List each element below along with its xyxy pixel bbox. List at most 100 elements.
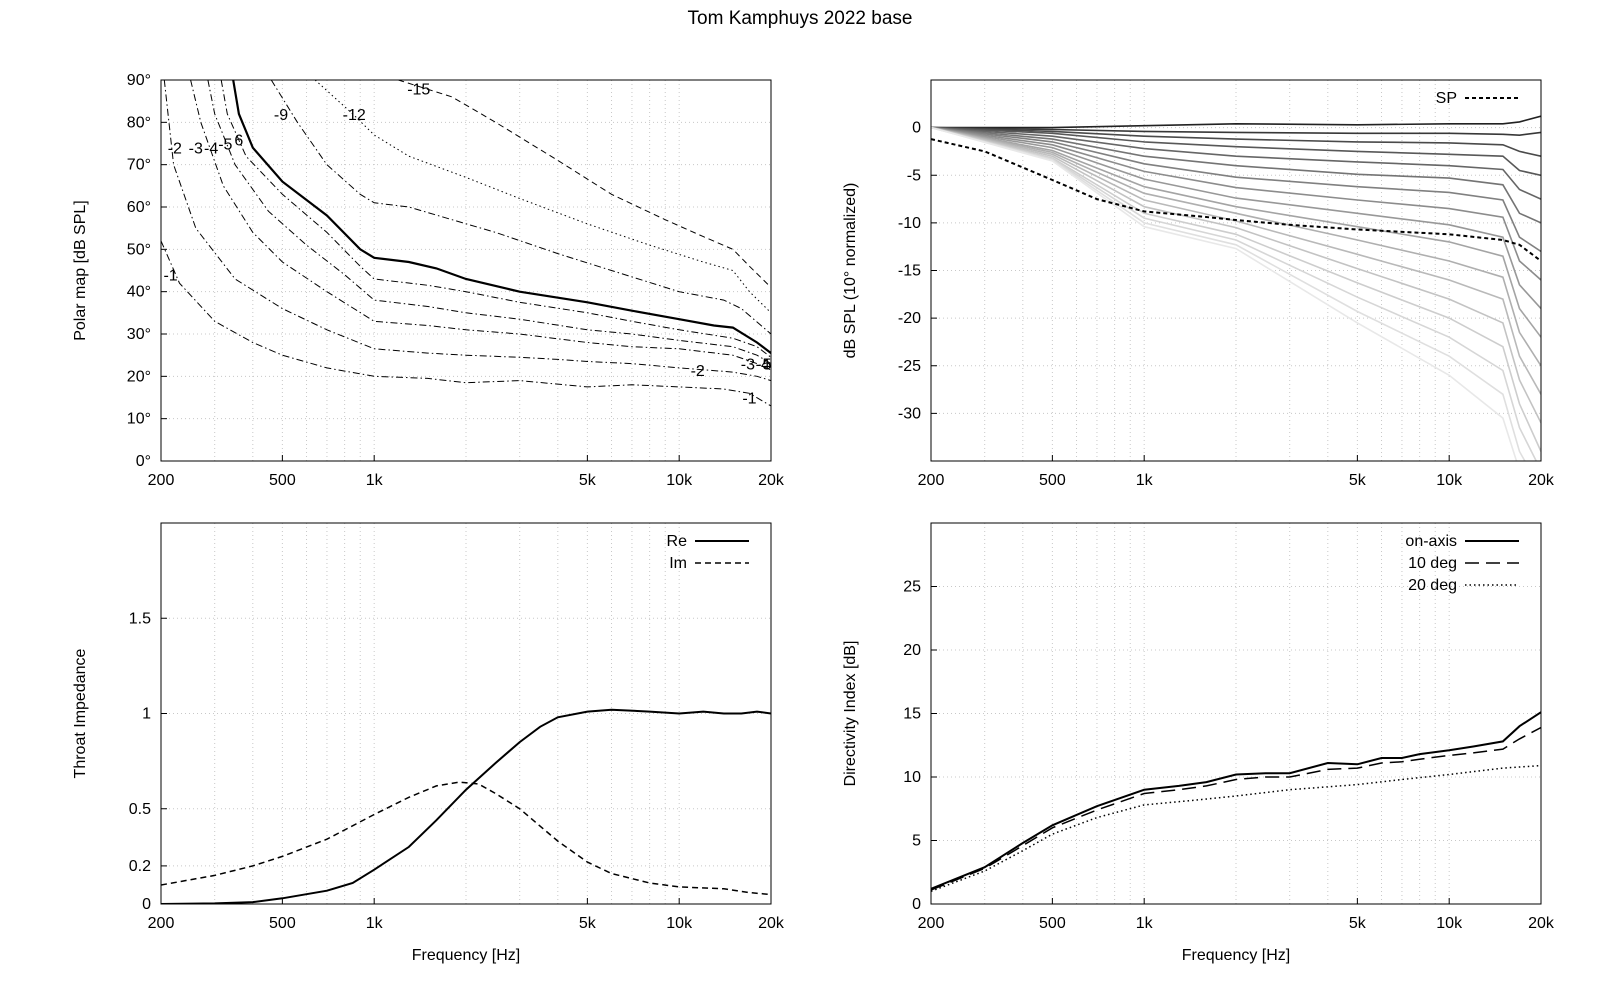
contour-line--5 — [220, 80, 771, 358]
off-axis-curve — [931, 126, 1541, 281]
y-tick-label: 0.5 — [129, 801, 151, 818]
x-tick-label: 20k — [758, 472, 785, 489]
off-axis-curve — [931, 126, 1541, 157]
off-axis-curve — [931, 126, 1541, 177]
series-sp — [931, 138, 1541, 262]
y-tick-label: 0 — [912, 120, 921, 137]
contour-label: -5 — [218, 137, 232, 154]
contour-label: -15 — [407, 81, 430, 98]
polar-grid — [161, 79, 771, 462]
contour-label: 6 — [234, 132, 243, 149]
y-axis-label: Throat Impedance — [72, 648, 89, 778]
x-tick-label: 20k — [758, 915, 785, 932]
off-axis-curve — [931, 126, 1541, 395]
y-tick-label: 20° — [127, 368, 151, 385]
y-tick-label: 10° — [127, 411, 151, 428]
legend-label: Im — [669, 555, 687, 572]
x-tick-label: 500 — [269, 915, 296, 932]
x-tick-label: 500 — [1039, 472, 1066, 489]
x-tick-label: 5k — [579, 472, 597, 489]
polar-plot-area — [161, 80, 771, 407]
x-tick-label: 1k — [1136, 472, 1154, 489]
y-tick-label: -20 — [898, 310, 921, 327]
legend-label: 20 deg — [1408, 577, 1457, 594]
y-tick-label: 5 — [912, 833, 921, 850]
x-tick-label: 20k — [1528, 915, 1555, 932]
impedance-frame — [160, 522, 772, 905]
y-tick-label: -30 — [898, 405, 921, 422]
x-tick-label: 5k — [1349, 472, 1367, 489]
chart-impedance: 200 500 1k 5k 10k 20k 0 0.2 0.5 1 1.5 Throat Impeda… — [72, 522, 785, 964]
off-axis-curve — [931, 126, 1541, 338]
y-tick-label: 1.5 — [129, 610, 151, 627]
legend-label: 10 deg — [1408, 555, 1457, 572]
off-axis-curve — [931, 126, 1541, 367]
x-tick-label: 200 — [918, 915, 945, 932]
x-tick-label: 200 — [918, 472, 945, 489]
contour-label: -3 — [189, 141, 203, 158]
off-axis-curve — [931, 126, 1518, 461]
contour-label: -1 — [742, 391, 756, 408]
legend-label: on-axis — [1405, 533, 1457, 550]
normalized-frame — [930, 79, 1542, 462]
legend-label: Re — [667, 533, 688, 550]
chart-polar: 200 500 1k 5k 10k 20k 0° 10° 20° 30° 40° 50° 60° 70° 8… — [72, 72, 785, 489]
figure-title: Tom Kamphuys 2022 base — [687, 8, 913, 29]
x-tick-label: 5k — [579, 915, 597, 932]
y-tick-label: -15 — [898, 263, 921, 280]
off-axis-curve — [931, 115, 1541, 129]
y-tick-label: 40° — [127, 284, 151, 301]
contour-label: -1 — [163, 268, 177, 285]
y-tick-label: 0.2 — [129, 858, 151, 875]
x-tick-label: 500 — [269, 472, 296, 489]
y-tick-label: 80° — [127, 114, 151, 131]
normalized-plot-area — [931, 115, 1541, 461]
directivity-plot-area — [931, 711, 1541, 893]
y-axis-label: dB SPL (10° normalized) — [842, 183, 859, 359]
contour-line--4 — [207, 80, 771, 365]
off-axis-curve — [931, 126, 1541, 310]
contour-label: 5 — [763, 357, 772, 374]
off-axis-curve — [931, 126, 1541, 137]
y-tick-label: 10 — [903, 769, 921, 786]
contour-line--9 — [270, 80, 771, 335]
x-tick-label: 10k — [1436, 472, 1463, 489]
y-tick-label: 50° — [127, 241, 151, 258]
contour-label: -2 — [168, 141, 182, 158]
normalized-grid — [931, 80, 1541, 461]
polar-frame — [160, 79, 772, 462]
contour-label: -12 — [343, 107, 366, 124]
contour-label: -2 — [691, 363, 705, 380]
series-re — [161, 708, 771, 904]
contour-line-6 — [232, 80, 771, 354]
off-axis-curve — [931, 126, 1541, 224]
x-tick-label: 10k — [1436, 915, 1463, 932]
chart-normalized: 200 500 1k 5k 10k 20k 0 -5 -10 -15 -20 -25 -30 dB SPL… — [842, 79, 1555, 489]
y-tick-label: 90° — [127, 72, 151, 89]
off-axis-curve — [931, 126, 1541, 424]
contour-line--1 — [161, 240, 771, 407]
series-10-deg — [931, 726, 1541, 891]
off-axis-curve — [931, 126, 1541, 253]
y-axis-label: Directivity Index [dB] — [842, 641, 859, 787]
contour-label: -4 — [204, 141, 218, 158]
y-tick-label: 60° — [127, 199, 151, 216]
legend-label: SP — [1436, 90, 1457, 107]
x-tick-label: 10k — [666, 472, 693, 489]
x-tick-label: 1k — [1136, 915, 1154, 932]
y-tick-label: 25 — [903, 579, 921, 596]
contour-line--2 — [163, 80, 771, 382]
x-tick-label: 5k — [1349, 915, 1367, 932]
x-tick-label: 1k — [366, 472, 384, 489]
contour-label: -3 — [741, 357, 755, 374]
x-axis-label: Frequency [Hz] — [1182, 947, 1290, 964]
off-axis-curve — [931, 126, 1538, 461]
series-20-deg — [931, 764, 1541, 893]
x-axis-label: Frequency [Hz] — [412, 947, 520, 964]
contour-label: -4 — [756, 357, 770, 374]
directivity-frame — [930, 522, 1542, 905]
off-axis-curve — [931, 126, 1526, 461]
off-axis-curve — [931, 126, 1541, 452]
x-tick-label: 10k — [666, 915, 693, 932]
